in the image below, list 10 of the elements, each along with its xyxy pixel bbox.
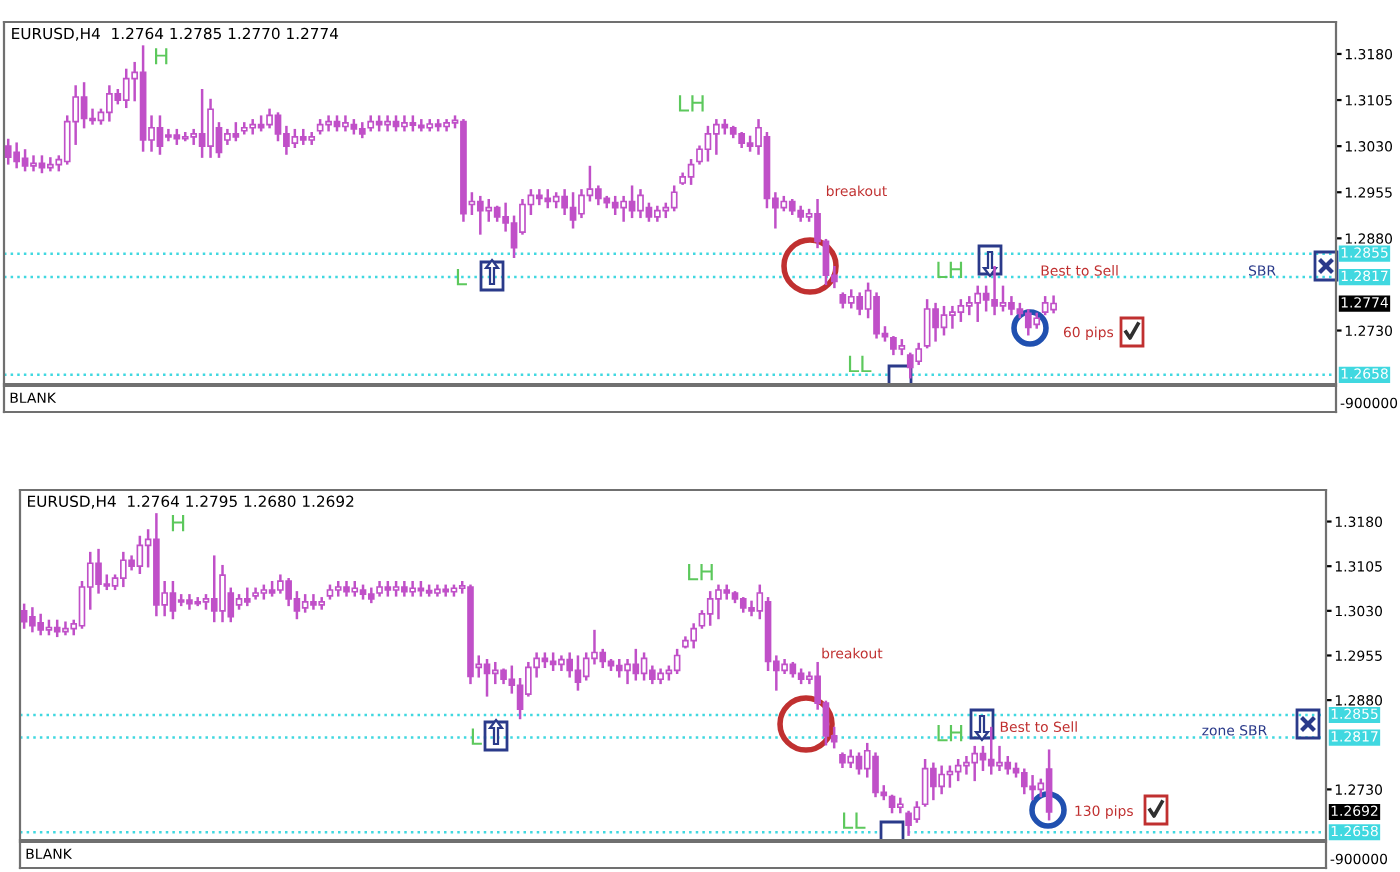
annotation: H — [171, 514, 185, 532]
annotation: LH — [937, 724, 963, 742]
annotation: LL — [843, 812, 866, 829]
annotation: LH — [688, 563, 713, 581]
annotation: L — [471, 728, 482, 745]
annotation: L — [456, 268, 467, 286]
annotation: LH — [937, 261, 963, 278]
annotation: LL — [848, 355, 872, 373]
annotation: H — [155, 48, 168, 65]
annotation: LH — [678, 95, 704, 112]
